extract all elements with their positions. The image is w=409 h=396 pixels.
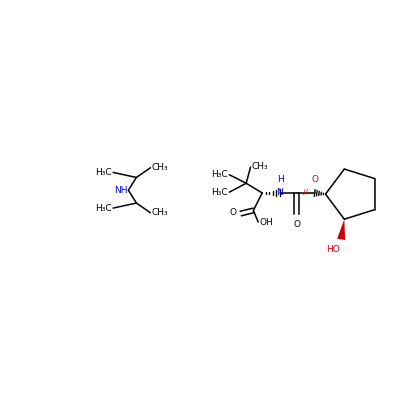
Text: H₃C: H₃C: [95, 168, 112, 177]
Text: CH₃: CH₃: [252, 162, 268, 171]
Text: O: O: [229, 208, 236, 217]
Text: O: O: [311, 175, 318, 184]
Text: H₃C: H₃C: [95, 204, 112, 213]
Text: //: //: [303, 189, 308, 195]
Text: H: H: [277, 175, 284, 185]
Text: N: N: [276, 188, 283, 198]
Text: H₃C: H₃C: [211, 170, 228, 179]
Text: O: O: [293, 220, 300, 229]
Polygon shape: [337, 219, 345, 240]
Text: H₃C: H₃C: [211, 188, 228, 197]
Text: CH₃: CH₃: [152, 208, 168, 217]
Text: HO: HO: [326, 245, 340, 254]
Text: NH: NH: [114, 186, 127, 195]
Text: OH: OH: [259, 217, 273, 227]
Text: CH₃: CH₃: [152, 163, 168, 172]
